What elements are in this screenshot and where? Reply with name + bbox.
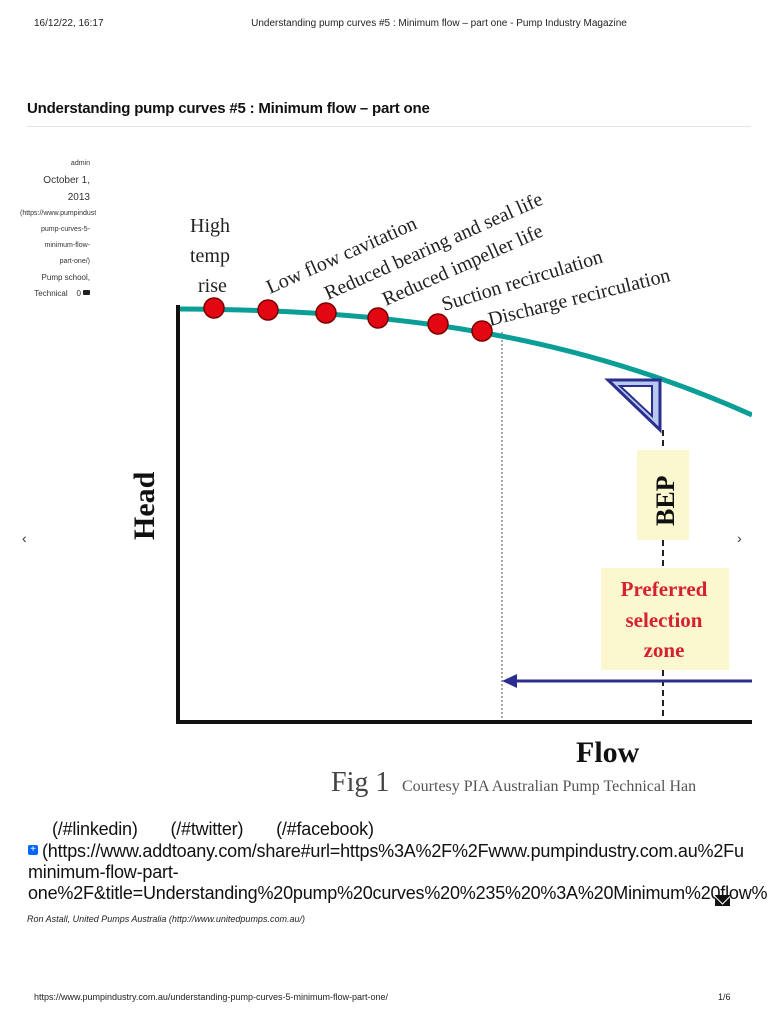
share-linkedin-link[interactable]: (/#linkedin) <box>52 819 138 839</box>
marker-group <box>203 297 493 342</box>
marker-suction-recirculation <box>427 313 449 335</box>
high-temp-label: High <box>190 215 230 237</box>
title-divider <box>27 126 751 127</box>
figure-caption-credit: Courtesy PIA Australian Pump Technical H… <box>402 778 696 795</box>
author-credit[interactable]: Ron Astall, United Pumps Australia (http… <box>27 914 305 924</box>
email-share-icon[interactable] <box>715 895 730 906</box>
preferred-zone-label: selection <box>626 608 703 632</box>
share-links-row: (/#linkedin) (/#twitter) (/#facebook) <box>52 819 402 840</box>
print-timestamp: 16/12/22, 16:17 <box>34 18 104 29</box>
article-title: Understanding pump curves #5 : Minimum f… <box>27 100 430 117</box>
addtoany-share-line[interactable]: minimum-flow-part- <box>28 862 179 882</box>
category-technical[interactable]: Technical <box>34 289 68 298</box>
permalink-line[interactable]: minimum-flow- <box>44 242 91 249</box>
figure-caption-main: Fig 1 <box>331 767 389 798</box>
marker-discharge-recirculation <box>471 320 493 342</box>
marker-low-flow-cavitation <box>257 299 279 321</box>
comment-icon[interactable] <box>83 290 90 295</box>
preferred-zone-label: Preferred <box>621 577 708 601</box>
marker-bearing-seal-life <box>315 302 337 324</box>
x-axis-label: Flow <box>576 736 640 769</box>
bep-triangle-inner <box>617 385 653 419</box>
permalink-line[interactable]: pump-curves-5- <box>40 226 90 233</box>
high-temp-label: temp <box>190 245 230 267</box>
preferred-zone-label: zone <box>644 638 685 662</box>
category-comments-row: Technical 0 <box>20 286 90 302</box>
preferred-range-arrowhead <box>502 674 517 688</box>
share-facebook-link[interactable]: (/#facebook) <box>276 819 374 839</box>
y-axis-label: Head <box>128 471 161 540</box>
marker-impeller-life <box>367 307 389 329</box>
category-pump-school[interactable]: Pump school, <box>41 273 90 282</box>
bep-label: BEP <box>651 475 680 526</box>
carousel-prev-button[interactable]: ‹ <box>22 530 27 546</box>
marker-high-temp-rise <box>203 297 225 319</box>
carousel-next-button[interactable]: › <box>737 530 742 546</box>
pump-curve <box>179 306 752 418</box>
share-twitter-link[interactable]: (/#twitter) <box>170 819 244 839</box>
addtoany-share-line[interactable]: one%2F&title=Understanding%20pump%20curv… <box>28 883 768 903</box>
permalink-line[interactable]: part-one/) <box>59 258 90 265</box>
post-meta: admin October 1, 2013 (https://www.pumpi… <box>20 156 97 302</box>
addtoany-share-line: + (https://www.addtoany.com/share#url=htt… <box>28 841 744 862</box>
print-page-number: 1/6 <box>718 992 731 1002</box>
addtoany-plus-icon[interactable]: + <box>28 845 38 856</box>
post-date-line2: 2013 <box>67 192 90 203</box>
preferred-zone-box <box>601 568 729 670</box>
author-link[interactable]: admin <box>70 160 90 167</box>
comment-count[interactable]: 0 <box>76 289 81 298</box>
bep-label-box <box>637 450 689 540</box>
pump-curve-svg: High temp rise Low flow cavitation Reduc… <box>128 188 752 798</box>
print-page-title: Understanding pump curves #5 : Minimum f… <box>251 18 627 29</box>
permalink-line[interactable]: (https://www.pumpindust <box>20 210 97 217</box>
addtoany-share-link[interactable]: (https://www.addtoany.com/share#url=http… <box>42 841 744 861</box>
pump-curve-figure: High temp rise Low flow cavitation Reduc… <box>112 160 752 810</box>
print-footer-url: https://www.pumpindustry.com.au/understa… <box>34 992 388 1002</box>
high-temp-label: rise <box>198 275 227 297</box>
post-date-line1: October 1, <box>43 175 90 186</box>
